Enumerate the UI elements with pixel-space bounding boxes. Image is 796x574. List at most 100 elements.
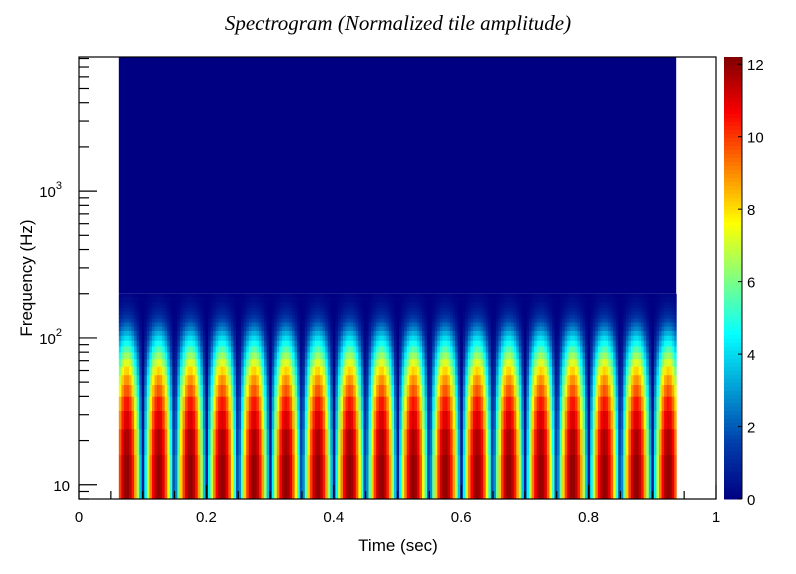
- heatmap-cell: [223, 322, 227, 327]
- heatmap-cell: [521, 322, 525, 327]
- heatmap-cell: [592, 330, 596, 336]
- heatmap-cell: [602, 396, 606, 411]
- heatmap-cell: [378, 410, 382, 430]
- heatmap-cell: [498, 374, 502, 386]
- heatmap-cell: [457, 352, 461, 360]
- heatmap-cell: [549, 346, 553, 353]
- heatmap-cell: [472, 396, 477, 411]
- heatmap-cell: [432, 326, 436, 332]
- heatmap-cell: [582, 307, 586, 312]
- heatmap-cell: [534, 314, 538, 319]
- heatmap-cell: [569, 410, 573, 430]
- heatmap-cell: [580, 340, 584, 347]
- heatmap-cell: [424, 352, 428, 360]
- heatmap-cell: [475, 410, 479, 430]
- heatmap-cell: [391, 311, 395, 315]
- heatmap-cell: [261, 454, 265, 500]
- heatmap-cell: [427, 335, 431, 341]
- heatmap-cell: [666, 311, 670, 315]
- heatmap-cell: [656, 311, 660, 315]
- heatmap-cell: [299, 307, 303, 312]
- heatmap-cell: [358, 346, 362, 353]
- heatmap-cell: [383, 311, 387, 315]
- heatmap-cell: [483, 410, 487, 430]
- heatmap-cell: [429, 366, 433, 376]
- heatmap-cell: [343, 301, 347, 306]
- heatmap-cell: [544, 366, 548, 376]
- heatmap-cell: [674, 335, 677, 341]
- heatmap-cell: [167, 454, 171, 500]
- heatmap-cell: [294, 311, 298, 315]
- heatmap-cell: [302, 410, 306, 430]
- heatmap-cell: [131, 366, 135, 376]
- heatmap-cell: [518, 322, 522, 327]
- heatmap-cell: [630, 335, 635, 341]
- heatmap-cell: [174, 374, 178, 386]
- heatmap-cell: [360, 352, 364, 360]
- heatmap-cell: [302, 314, 306, 319]
- heatmap-cell: [312, 335, 316, 341]
- heatmap-cell: [447, 314, 451, 319]
- heatmap-cell: [452, 311, 456, 315]
- heatmap-cell: [172, 428, 176, 456]
- heatmap-cell: [549, 301, 553, 306]
- heatmap-cell: [307, 396, 311, 411]
- heatmap-cell: [620, 384, 624, 397]
- heatmap-cell: [651, 318, 655, 323]
- heatmap-cell: [246, 296, 250, 300]
- heatmap-cell: [337, 304, 341, 309]
- heatmap-cell: [307, 410, 311, 430]
- heatmap-cell: [350, 299, 354, 303]
- heatmap-cell: [164, 330, 168, 336]
- heatmap-cell: [613, 352, 617, 360]
- heatmap-cell: [151, 384, 155, 397]
- heatmap-cell: [368, 335, 372, 341]
- heatmap-cell: [332, 307, 336, 312]
- heatmap-cell: [664, 299, 668, 303]
- heatmap-cell: [669, 346, 673, 353]
- heatmap-cell: [220, 304, 224, 309]
- heatmap-cell: [620, 311, 624, 315]
- heatmap-cell: [623, 314, 627, 319]
- heatmap-cell: [179, 322, 184, 327]
- heatmap-cell: [315, 299, 319, 303]
- heatmap-cell: [223, 384, 227, 397]
- heatmap-cell: [424, 326, 428, 332]
- heatmap-cell: [246, 410, 250, 430]
- heatmap-cell: [177, 335, 181, 341]
- heatmap-cell: [256, 335, 260, 341]
- heatmap-cell: [368, 314, 372, 319]
- heatmap-cell: [633, 346, 637, 353]
- heatmap-cell: [190, 307, 194, 312]
- heatmap-cell: [246, 428, 250, 456]
- heatmap-cell: [261, 322, 265, 327]
- heatmap-cell: [286, 307, 291, 312]
- heatmap-cell: [467, 296, 471, 300]
- heatmap-cell: [172, 299, 176, 303]
- heatmap-cell: [383, 301, 387, 306]
- heatmap-cell: [641, 335, 645, 341]
- heatmap-cell: [393, 384, 398, 397]
- heatmap-cell: [325, 454, 329, 500]
- heatmap-cell: [248, 299, 252, 303]
- heatmap-cell: [411, 318, 415, 323]
- heatmap-cell: [192, 428, 196, 456]
- heatmap-cell: [307, 352, 311, 360]
- heatmap-cell: [141, 428, 145, 456]
- heatmap-cell: [651, 454, 655, 500]
- heatmap-cell: [289, 358, 293, 367]
- heatmap-cell: [307, 318, 311, 323]
- heatmap-cell: [646, 314, 650, 319]
- heatmap-cell: [674, 330, 677, 336]
- heatmap-cell: [411, 311, 415, 315]
- heatmap-cell: [266, 314, 270, 319]
- heatmap-cell: [602, 358, 606, 367]
- heatmap-cell: [653, 322, 657, 327]
- heatmap-cell: [577, 330, 581, 336]
- heatmap-cell: [671, 340, 675, 347]
- heatmap-cell: [648, 326, 652, 332]
- heatmap-cell: [386, 352, 390, 360]
- heatmap-cell: [551, 307, 556, 312]
- heatmap-cell: [628, 340, 632, 347]
- heatmap-cell: [508, 304, 512, 309]
